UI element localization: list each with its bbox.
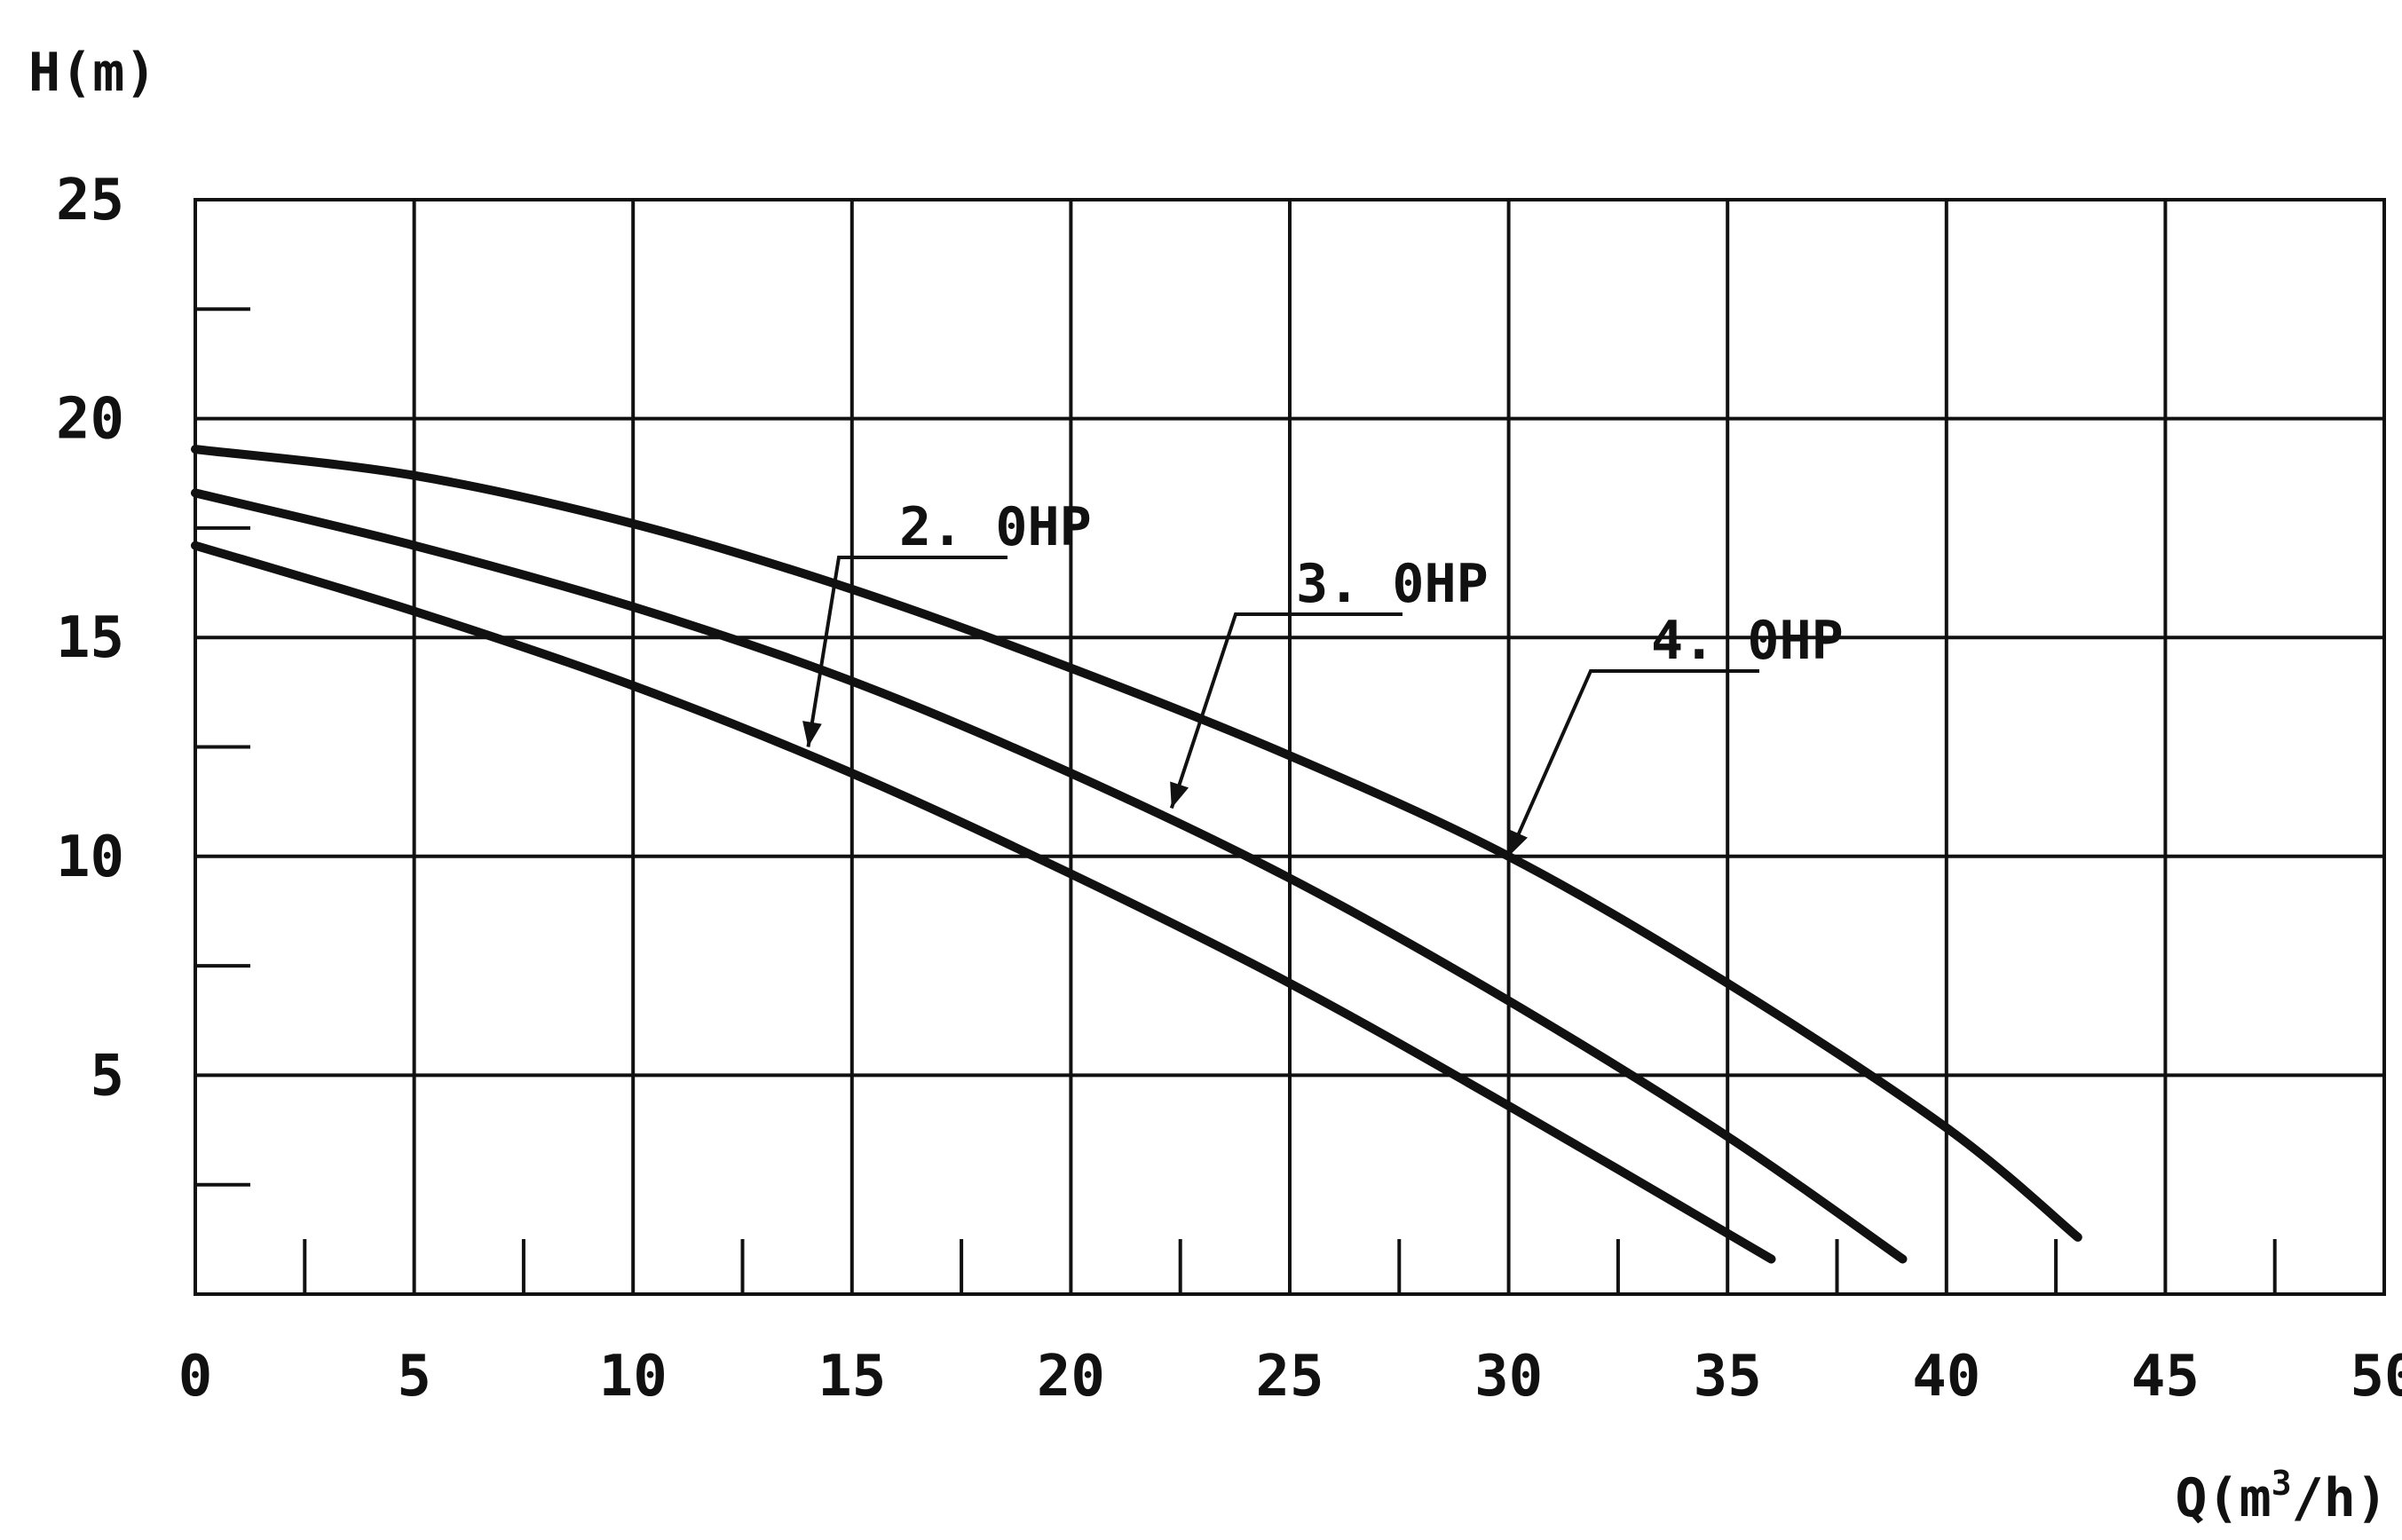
x-tick-label: 10	[599, 1344, 668, 1410]
y-tick-label: 20	[56, 387, 124, 453]
series-label-1: 3. 0HP	[1296, 553, 1489, 615]
series-line-1	[191, 488, 1908, 1264]
minor-ticks	[195, 307, 2277, 1294]
series-leader-2	[1506, 669, 1759, 857]
series-label-2: 4. 0HP	[1651, 610, 1844, 672]
series-leader-0	[806, 556, 1007, 747]
labels: 0 5 10 15 20 25 30 35 40 45 50 5 10 15 20 25 2. 0HP 3. 0H…	[56, 168, 2402, 1410]
series-line-2	[191, 445, 2082, 1242]
y-axis-label: H(m)	[28, 42, 157, 104]
x-tick-label: 20	[1037, 1344, 1105, 1410]
series-arrow-1	[1170, 781, 1189, 809]
x-tick-label: 45	[2131, 1344, 2200, 1410]
grid	[194, 198, 2386, 1296]
curves	[191, 445, 2082, 1264]
y-tick-label: 15	[56, 605, 124, 671]
y-tick-label: 10	[56, 825, 124, 890]
series-leader-1	[1169, 612, 1402, 809]
series-leaders	[802, 556, 1759, 857]
x-tick-label: 50	[2350, 1344, 2402, 1410]
y-tick-label: 25	[56, 168, 124, 233]
x-tick-label: 40	[1912, 1344, 1980, 1410]
series-label-0: 2. 0HP	[899, 496, 1092, 558]
x-axis-label: Q(m3/h)	[2175, 1464, 2388, 1529]
x-tick-label: 15	[818, 1344, 886, 1410]
y-tick-label: 5	[90, 1043, 124, 1109]
series-line-0	[191, 541, 1776, 1264]
x-tick-label: 5	[397, 1344, 431, 1410]
x-tick-label: 35	[1694, 1344, 1762, 1410]
series-arrow-0	[802, 721, 822, 747]
x-tick-label: 30	[1474, 1344, 1543, 1410]
x-tick-label: 0	[178, 1344, 213, 1410]
x-tick-label: 25	[1255, 1344, 1323, 1410]
series-arrow-2	[1508, 829, 1528, 857]
